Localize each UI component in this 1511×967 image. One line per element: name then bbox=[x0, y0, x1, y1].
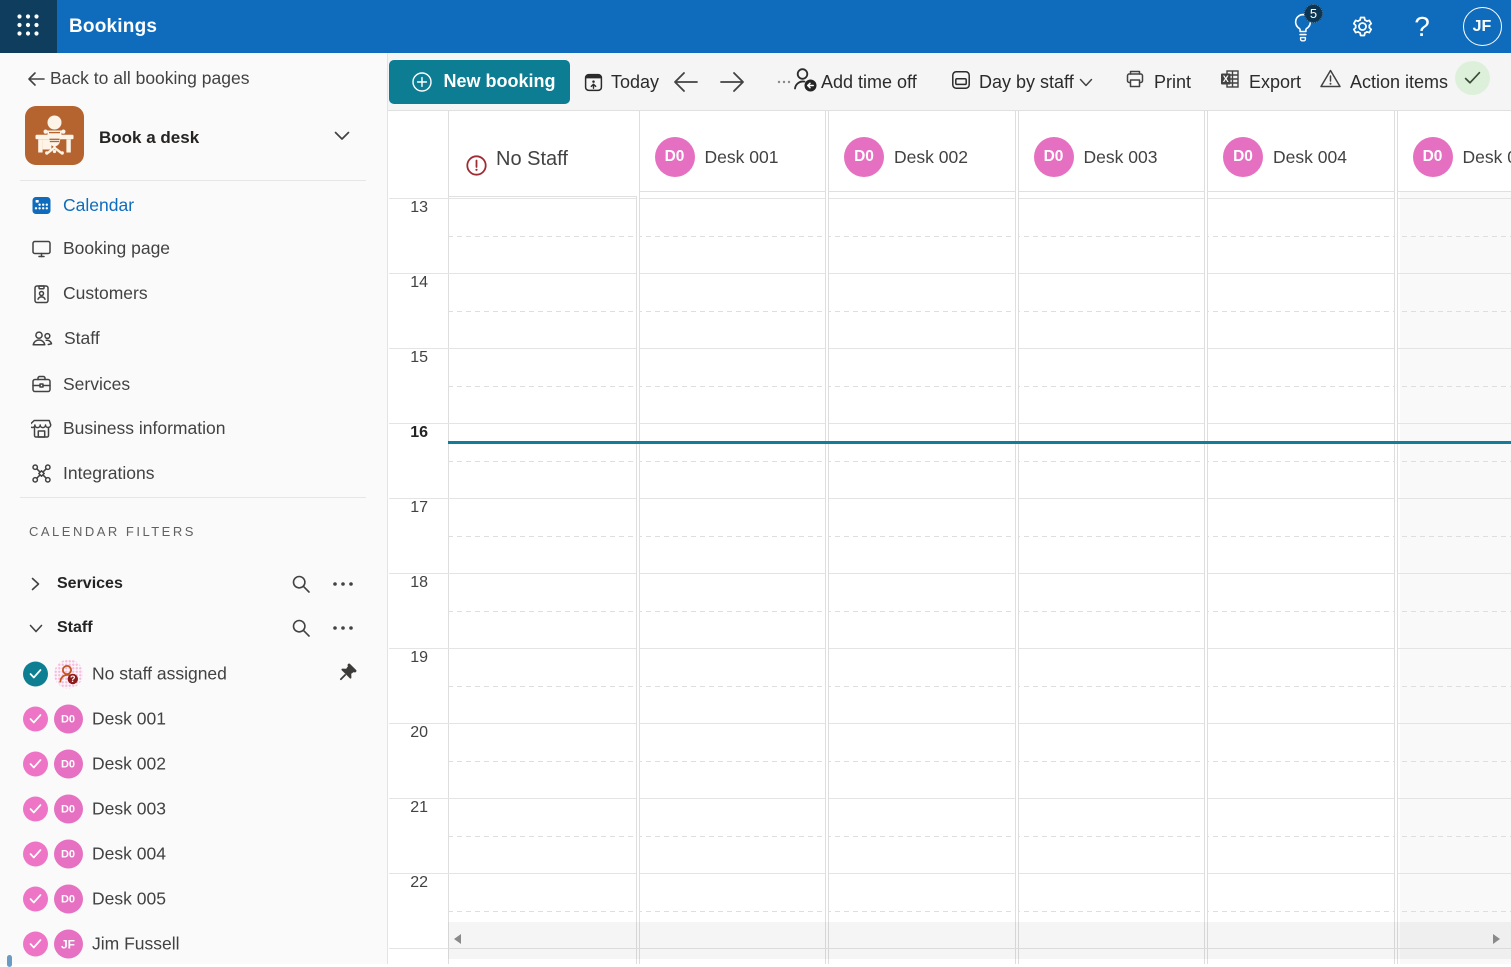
svg-text:?: ? bbox=[70, 674, 76, 684]
svg-text:X: X bbox=[1223, 74, 1229, 84]
